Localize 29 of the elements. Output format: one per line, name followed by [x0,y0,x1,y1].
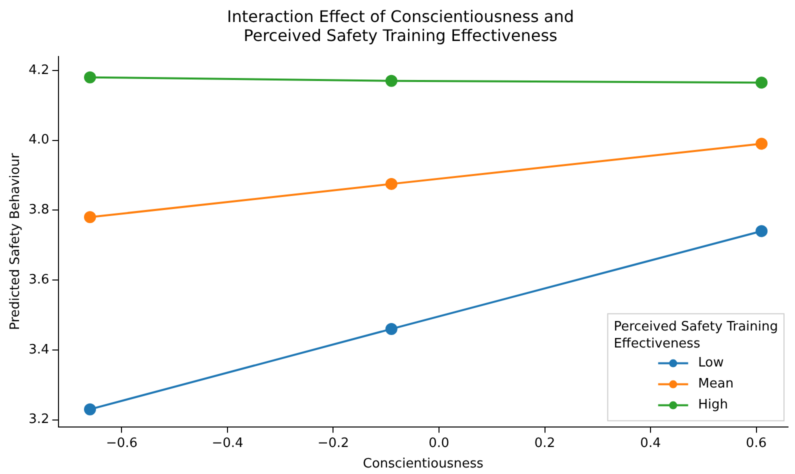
point [84,211,96,224]
legend-label: High [698,398,728,413]
legend-label: Low [698,356,724,371]
point [385,322,398,335]
y-tick-label: 3.4 [28,342,50,358]
y-tick-label: 4.2 [28,62,50,78]
point [84,71,96,84]
x-tick-label: −0.2 [317,436,350,451]
legend-label: Mean [698,376,734,392]
chart-title: Interaction Effect of Conscientiousness and Perceived Safety Training Effectiveness [226,6,574,45]
point [756,225,768,238]
y-tick-label: 3.8 [28,202,50,218]
x-tick-label: 0.6 [746,436,767,451]
y-tick-label: 4.0 [28,132,50,148]
point [385,74,398,87]
legend-title: Perceived Safety Training Effectiveness [614,320,778,352]
x-tick-label: 0.4 [640,436,661,451]
x-tick-label: −0.6 [106,436,138,451]
point [84,403,96,416]
point [756,76,768,89]
point [385,178,398,190]
y-tick-label: 3.6 [28,272,50,288]
y-tick-label: 3.2 [28,412,50,428]
x-tick-label: 0.2 [534,436,556,451]
point [756,138,768,150]
x-tick-label: 0.0 [428,436,450,451]
x-axis-title: Conscientiousness [362,456,484,472]
y-axis-title: Predicted Safety Behaviour [8,152,24,330]
x-tick-label: −0.4 [212,436,244,451]
